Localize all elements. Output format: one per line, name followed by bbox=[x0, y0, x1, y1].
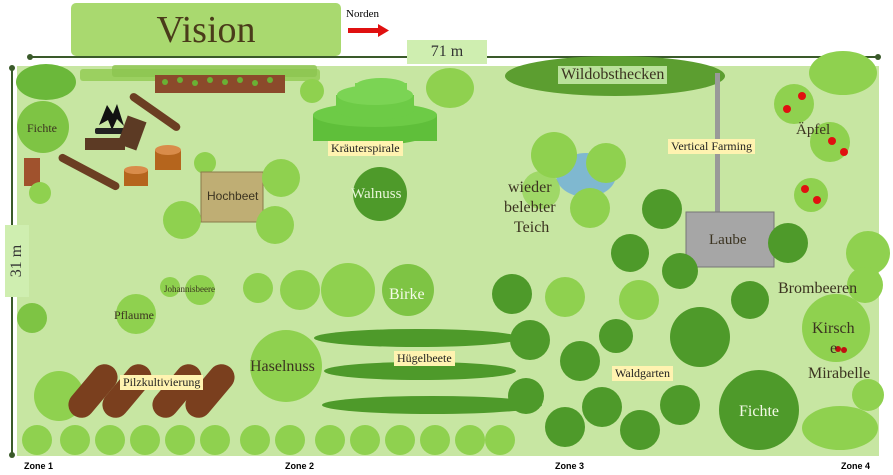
huegelbeete-label: Hügelbeete bbox=[394, 351, 455, 366]
zone-3-label: Zone 3 bbox=[555, 461, 585, 471]
brombeeren-label: Brombeeren bbox=[778, 280, 858, 297]
campfire-icon bbox=[85, 104, 125, 150]
zone-1-label: Zone 1 bbox=[24, 461, 54, 471]
raised-bed-strip bbox=[155, 75, 285, 93]
pflaume-tree bbox=[116, 294, 156, 334]
cherry-icon bbox=[835, 346, 847, 353]
teich-label-1: wieder bbox=[508, 179, 552, 196]
fichte-right-label: Fichte bbox=[739, 403, 779, 420]
width-label: 71 m bbox=[407, 40, 487, 64]
hedge-left-top bbox=[16, 64, 76, 100]
teich-label-3: Teich bbox=[514, 219, 550, 236]
tree-stump-icon bbox=[155, 145, 181, 170]
north-label: Norden bbox=[346, 8, 379, 20]
haselnuss-tree bbox=[250, 330, 322, 402]
birke-label: Birke bbox=[389, 286, 425, 303]
wildobsthecken-label: Wildobsthecken bbox=[558, 66, 668, 84]
fichte-left-tree bbox=[17, 101, 69, 153]
log-icon bbox=[68, 364, 235, 418]
fichte-left-label: Fichte bbox=[27, 121, 57, 135]
vertical-farming-label: Vertical Farming bbox=[668, 139, 755, 154]
page-title: Vision bbox=[71, 3, 341, 56]
hochbeet-label: Hochbeet bbox=[207, 189, 259, 203]
laube-label: Laube bbox=[709, 232, 747, 248]
walnuss-tree bbox=[353, 167, 407, 221]
height-label: 31 m bbox=[5, 225, 29, 297]
apple-icon bbox=[783, 92, 848, 204]
kraeuterspirale-spiral bbox=[313, 78, 437, 145]
kirsche-label-1: Kirsch bbox=[812, 320, 855, 337]
huegelbeet-1 bbox=[314, 329, 520, 347]
kirsche-label-2: e bbox=[830, 340, 838, 357]
pilzkultivierung-label: Pilzkultivierung bbox=[120, 375, 204, 390]
waldgarten-label: Waldgarten bbox=[612, 366, 674, 381]
tree-stump-icon bbox=[124, 166, 148, 186]
aepfel-label: Äpfel bbox=[796, 122, 831, 138]
pflaume-label: Pflaume bbox=[114, 308, 154, 322]
huegelbeet-2 bbox=[324, 362, 516, 380]
walnuss-label: Walnuss bbox=[351, 186, 402, 202]
birke-tree bbox=[382, 264, 434, 316]
bottom-hedge bbox=[22, 425, 515, 455]
mirabelle-label: Mirabelle bbox=[808, 365, 871, 382]
north-arrow-icon bbox=[348, 24, 389, 37]
teich-label-2: belebter bbox=[504, 199, 556, 216]
zone-2-label: Zone 2 bbox=[285, 461, 315, 471]
hochbeet-bed bbox=[200, 171, 264, 223]
kraeuterspirale-label: Kräuterspirale bbox=[328, 141, 403, 156]
laube-shed bbox=[685, 211, 775, 268]
fichte-right-tree bbox=[719, 370, 799, 450]
haselnuss-label: Haselnuss bbox=[250, 358, 315, 375]
johannisbeere-label: Johannisbeere bbox=[164, 284, 215, 294]
zone-4-label: Zone 4 bbox=[841, 461, 871, 471]
huegelbeet-3 bbox=[322, 396, 542, 414]
